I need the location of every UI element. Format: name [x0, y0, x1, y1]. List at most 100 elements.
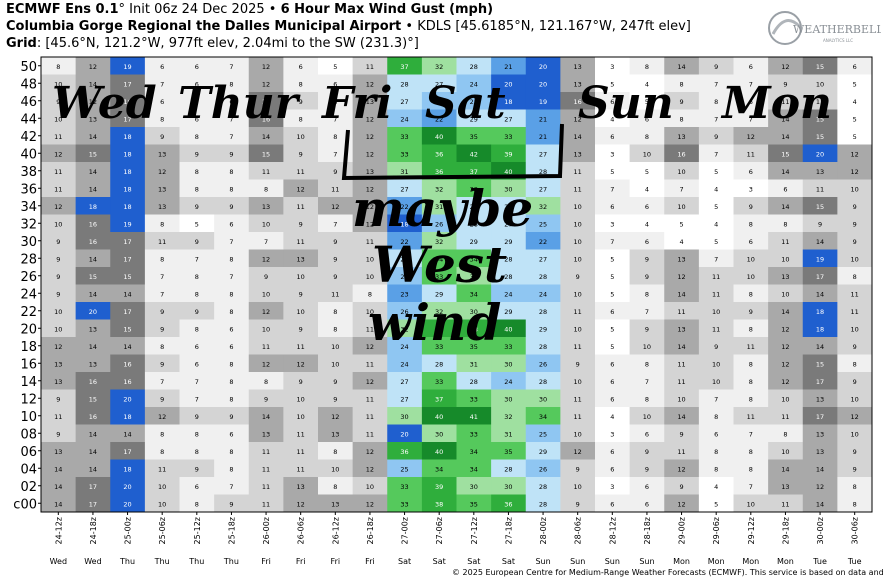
heatmap-cell: [387, 127, 423, 145]
heatmap-cell: [283, 407, 319, 425]
x-tick-label: 28-12z: [608, 517, 617, 544]
heatmap-cell: [214, 179, 250, 198]
heatmap-cell: [837, 302, 873, 320]
heatmap-cell: [664, 127, 700, 145]
cell-value-label: 8: [749, 395, 753, 403]
heatmap-cell: [491, 372, 527, 390]
heatmap-cell: [179, 74, 215, 93]
cell-value-label: 11: [851, 308, 859, 316]
cell-value-label: 8: [229, 290, 233, 298]
cell-value-label: 14: [677, 413, 685, 421]
cell-value-label: 12: [781, 343, 789, 351]
cell-value-label: 17: [123, 238, 131, 246]
cell-value-label: 8: [229, 378, 233, 386]
cell-value-label: 10: [712, 378, 720, 386]
heatmap-cell: [837, 372, 873, 390]
cell-value-label: 8: [264, 378, 268, 386]
cell-value-label: 32: [504, 413, 512, 421]
cell-value-label: 8: [749, 325, 753, 333]
heatmap-cell: [179, 214, 215, 233]
heatmap-cell: [560, 232, 596, 250]
cell-value-label: 28: [539, 500, 547, 508]
heatmap-cell: [179, 232, 215, 250]
heatmap-cell: [768, 92, 804, 110]
heatmap-cell: [214, 442, 250, 460]
cell-value-label: 28: [539, 273, 547, 281]
heatmap-cell: [318, 407, 354, 425]
cell-value-label: 15: [816, 133, 824, 141]
heatmap-cell: [214, 109, 250, 128]
cell-value-label: 12: [366, 220, 374, 228]
cell-value-label: 8: [645, 290, 649, 298]
cell-value-label: 8: [264, 185, 268, 193]
cell-value-label: 28: [470, 378, 478, 386]
heatmap-cell: [283, 424, 319, 443]
cell-value-label: 6: [229, 343, 233, 351]
cell-value-label: 28: [470, 203, 478, 211]
y-tick-label: 32: [20, 217, 37, 232]
y-tick-label: 20: [20, 322, 37, 337]
heatmap-cell: [491, 284, 527, 303]
heatmap-cell: [387, 477, 423, 495]
cell-value-label: 15: [89, 150, 97, 158]
cell-value-label: 14: [89, 430, 97, 438]
heatmap-cell: [456, 494, 492, 513]
x-tick-label: 28-00z: [539, 517, 548, 544]
y-tick-label: 34: [20, 200, 37, 215]
cell-value-label: 8: [195, 290, 199, 298]
cell-value-label: 15: [123, 325, 131, 333]
cell-value-label: 7: [714, 395, 718, 403]
heatmap-cell: [768, 179, 804, 198]
heatmap-cell: [387, 354, 423, 373]
heatmap-cell: [75, 162, 111, 180]
cell-value-label: 10: [851, 255, 859, 263]
heatmap-cell: [595, 214, 631, 233]
heatmap-cell: [837, 494, 873, 513]
heatmap-cell: [214, 372, 250, 390]
cell-value-label: 9: [679, 483, 683, 491]
cell-value-label: 18: [123, 185, 131, 193]
heatmap-cell: [664, 109, 700, 128]
cell-value-label: 12: [331, 413, 339, 421]
heatmap-cell: [214, 249, 250, 268]
cell-value-label: 9: [56, 290, 60, 298]
cell-value-label: 11: [816, 98, 824, 106]
cell-value-label: 32: [435, 308, 443, 316]
heatmap-cell: [802, 302, 838, 320]
y-tick-label: 18: [20, 340, 37, 355]
y-tick-label: 06: [20, 445, 37, 460]
cell-value-label: 18: [400, 220, 408, 228]
heatmap-cell: [456, 127, 492, 145]
heatmap-cell: [318, 302, 354, 320]
heatmap-cell: [110, 249, 146, 268]
cell-value-label: 6: [160, 98, 164, 106]
cell-value-label: 40: [435, 413, 443, 421]
heatmap-cell: [733, 127, 769, 145]
cell-value-label: 7: [749, 430, 753, 438]
cell-value-label: 8: [783, 220, 787, 228]
cell-value-label: 18: [123, 150, 131, 158]
cell-value-label: 11: [262, 465, 270, 473]
cell-value-label: 40: [435, 133, 443, 141]
cell-value-label: 5: [610, 273, 614, 281]
heatmap-cell: [110, 92, 146, 110]
cell-value-label: 11: [262, 343, 270, 351]
cell-value-label: 11: [297, 168, 305, 176]
cell-value-label: 11: [574, 395, 582, 403]
cell-value-label: 8: [160, 448, 164, 456]
cell-value-label: 35: [470, 133, 478, 141]
heatmap-cell: [698, 267, 734, 285]
heatmap-cell: [421, 144, 457, 163]
cell-value-label: 13: [366, 168, 374, 176]
cell-value-label: 11: [677, 360, 685, 368]
x-day-label: Sun: [605, 557, 620, 566]
heatmap-cell: [768, 249, 804, 268]
heatmap-cell: [560, 337, 596, 355]
heatmap-cell: [283, 92, 319, 110]
cell-value-label: 6: [645, 430, 649, 438]
y-tick-label: 04: [20, 462, 37, 477]
cell-value-label: 16: [262, 115, 270, 123]
cell-value-label: 6: [195, 63, 199, 71]
heatmap-cell: [41, 232, 77, 250]
cell-value-label: 10: [747, 255, 755, 263]
